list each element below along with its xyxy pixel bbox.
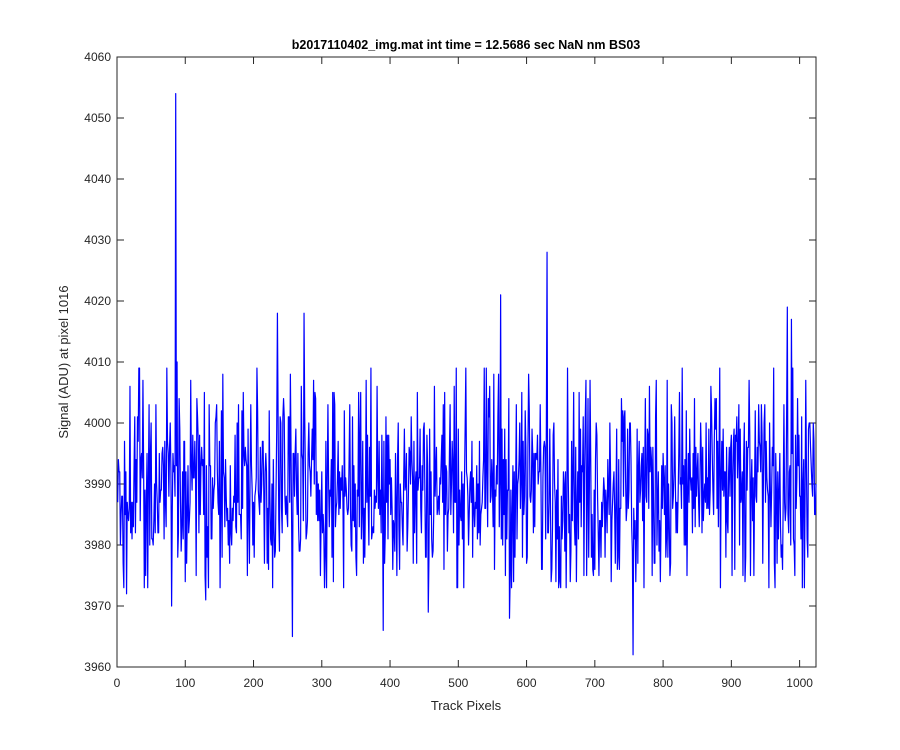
x-axis-title: Track Pixels: [431, 698, 502, 713]
y-tick-label: 3970: [84, 599, 111, 613]
y-tick-label: 4020: [84, 294, 111, 308]
x-tick-label: 300: [312, 676, 332, 690]
y-tick-label: 4000: [84, 416, 111, 430]
tick-marks: [116, 56, 816, 668]
x-tick-label: 0: [114, 676, 121, 690]
x-tick-label: 400: [380, 676, 400, 690]
y-tick-label: 3960: [84, 660, 111, 674]
y-tick-label: 4050: [84, 111, 111, 125]
x-tick-label: 500: [448, 676, 468, 690]
axes-box: [116, 56, 817, 668]
y-tick-label: 4040: [84, 172, 111, 186]
chart-title: b2017110402_img.mat int time = 12.5686 s…: [292, 38, 641, 52]
x-tick-label: 100: [175, 676, 195, 690]
x-tick-label: 900: [721, 676, 741, 690]
y-axis-title: Signal (ADU) at pixel 1016: [56, 285, 71, 438]
tick-labels: 0 100 200 300 400 500 600 700 800 900 1000 3960 3970…: [84, 50, 813, 690]
x-tick-label: 1000: [786, 676, 813, 690]
signal-line: [117, 92, 817, 656]
y-tick-label: 3980: [84, 538, 111, 552]
y-tick-label: 3990: [84, 477, 111, 491]
x-tick-label: 600: [517, 676, 537, 690]
x-tick-label: 800: [653, 676, 673, 690]
x-tick-label: 700: [585, 676, 605, 690]
y-tick-label: 4010: [84, 355, 111, 369]
x-tick-label: 200: [244, 676, 264, 690]
y-tick-label: 4060: [84, 50, 111, 64]
y-tick-label: 4030: [84, 233, 111, 247]
